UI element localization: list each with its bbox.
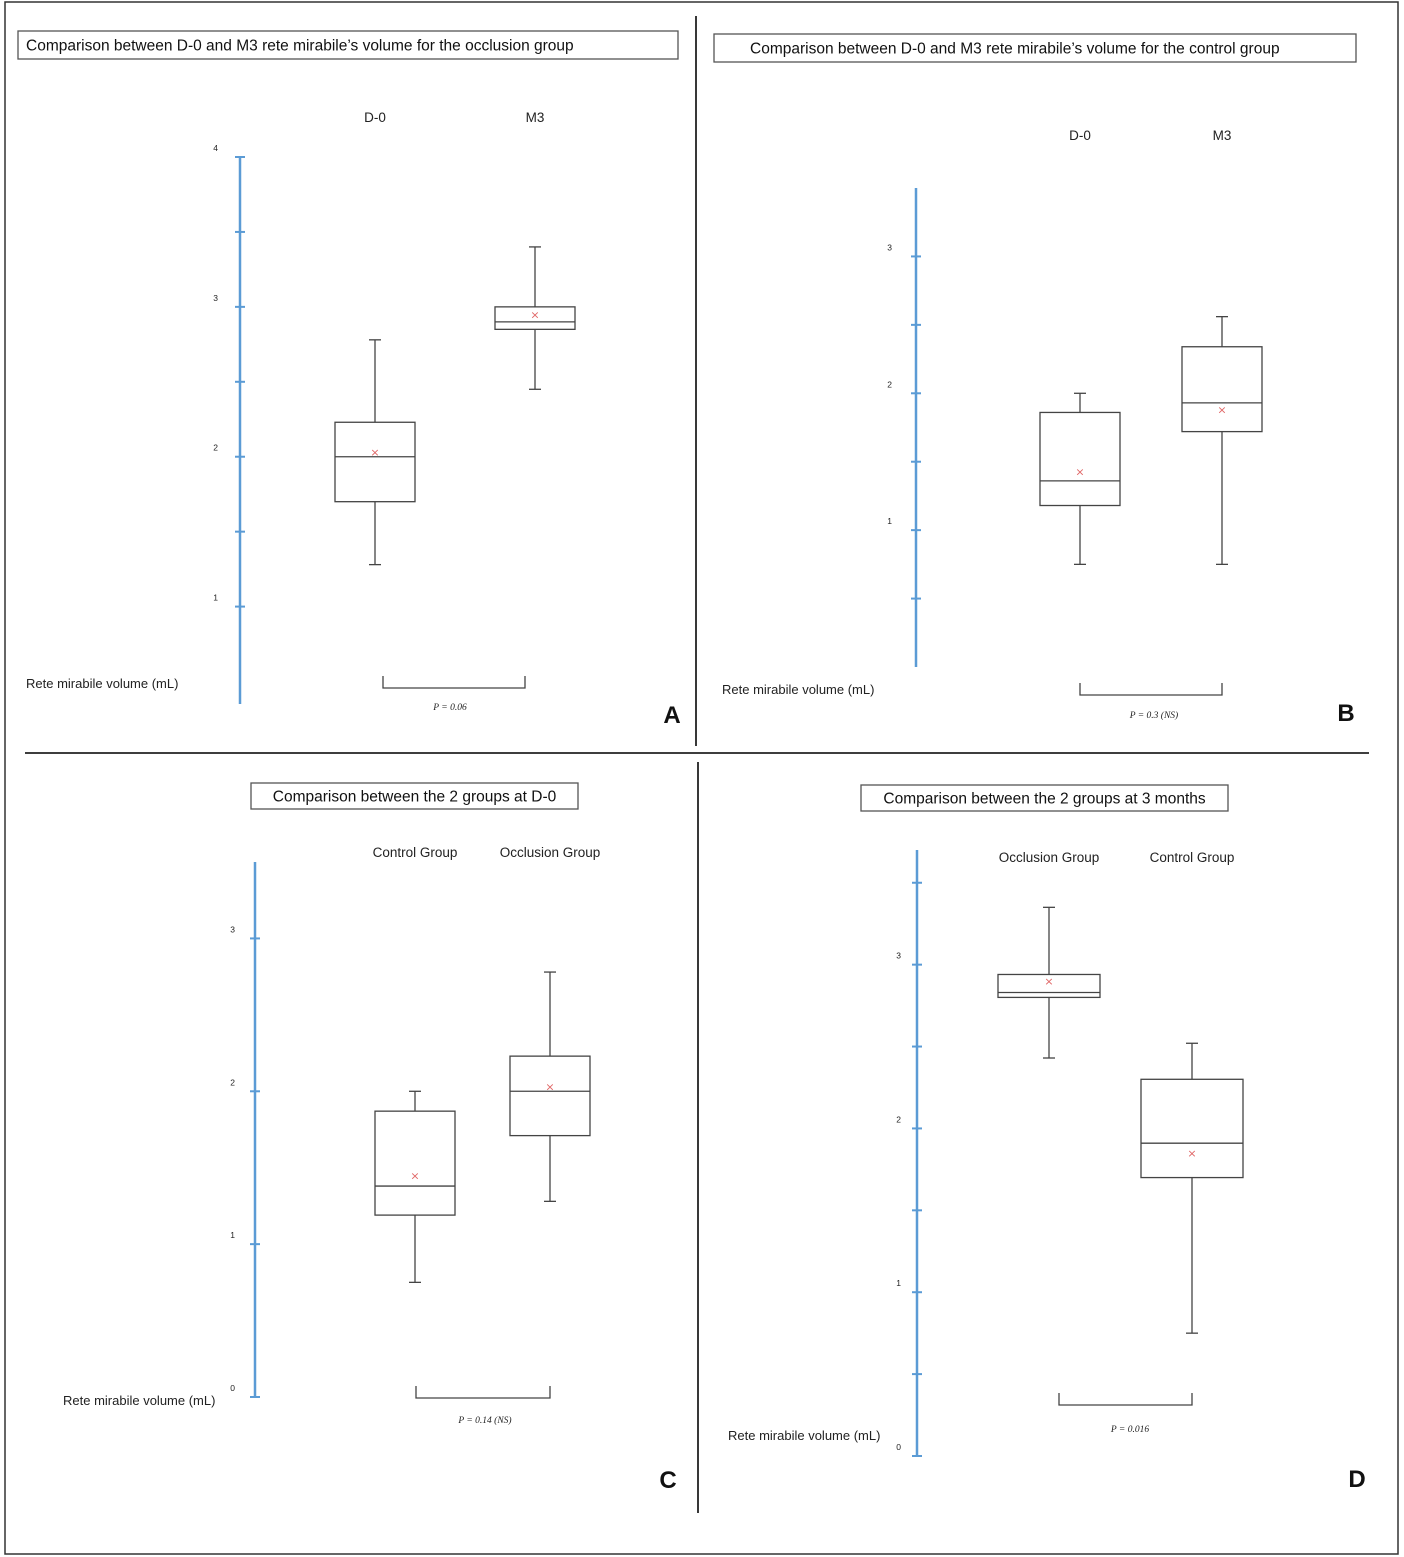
y-tick-label: 2: [213, 443, 218, 453]
significance-bracket: [382, 676, 526, 689]
y-tick-label: 3: [887, 242, 892, 252]
p-value-label: P = 0.3 (NS): [1129, 710, 1178, 721]
p-value-label: P = 0.016: [1110, 1425, 1149, 1435]
y-axis-label: Rete mirabile volume (mL): [63, 1393, 215, 1408]
box-iqr: [1039, 411, 1121, 507]
mean-marker: ×: [410, 1169, 419, 1182]
panel-letter: B: [1337, 700, 1354, 727]
panel-d: Comparison between the 2 groups at 3 mon…: [728, 784, 1366, 1493]
panel-letter: C: [659, 1467, 676, 1494]
y-tick-label: 2: [887, 379, 892, 389]
p-value-label: P = 0.06: [432, 703, 467, 713]
mean-marker: ×: [530, 308, 539, 321]
y-tick-label: 2: [230, 1077, 235, 1087]
panel-letter: A: [663, 702, 680, 729]
chart-title-box: [17, 30, 679, 60]
p-value-label: P = 0.14 (NS): [457, 1415, 511, 1426]
box-iqr: [374, 1110, 456, 1216]
box-iqr: [334, 421, 416, 503]
y-tick-label: 3: [230, 924, 235, 934]
box-iqr: [1140, 1078, 1244, 1179]
y-tick-label: 0: [896, 1442, 901, 1452]
panel-a: Comparison between D-0 and M3 rete mirab…: [17, 30, 681, 729]
chart-title: Comparison between D-0 and M3 rete mirab…: [26, 38, 574, 55]
chart-title: Comparison between the 2 groups at D-0: [273, 789, 557, 806]
chart-title-box: [713, 33, 1357, 63]
significance-bracket: [1079, 683, 1223, 696]
category-label: Control Group: [373, 845, 458, 860]
y-tick-label: 0: [230, 1383, 235, 1393]
y-tick-label: 1: [887, 516, 892, 526]
significance-bracket: [1058, 1393, 1193, 1406]
panel-letter: D: [1348, 1466, 1365, 1493]
y-tick-label: 1: [213, 593, 218, 603]
category-label: M3: [1213, 128, 1232, 143]
panel-b: Comparison between D-0 and M3 rete mirab…: [713, 33, 1357, 727]
box-iqr: [494, 306, 576, 330]
y-tick-label: 1: [896, 1278, 901, 1288]
mean-marker: ×: [1044, 975, 1053, 988]
y-tick-label: 1: [230, 1230, 235, 1240]
panel-c: Comparison between the 2 groups at D-0 0 1…: [63, 782, 677, 1494]
y-tick-label: 3: [213, 293, 218, 303]
chart-title: Comparison between the 2 groups at 3 mon…: [883, 791, 1205, 808]
mean-marker: ×: [545, 1081, 554, 1094]
y-tick-label: 4: [213, 143, 218, 153]
mean-marker: ×: [1075, 465, 1084, 478]
box-iqr: [509, 1055, 591, 1137]
y-axis-label: Rete mirabile volume (mL): [728, 1428, 880, 1443]
y-tick-label: 3: [896, 951, 901, 961]
figure-frame: [4, 1, 1399, 1555]
y-axis-label: Rete mirabile volume (mL): [722, 682, 874, 697]
chart-title-box: [250, 782, 579, 810]
mean-marker: ×: [370, 446, 379, 459]
category-label: M3: [526, 110, 545, 125]
box-iqr: [997, 973, 1101, 999]
significance-bracket: [415, 1386, 551, 1399]
category-label: Occlusion Group: [500, 845, 601, 860]
chart-title-box: [860, 784, 1229, 812]
category-label: D-0: [1069, 128, 1091, 143]
y-axis-label: Rete mirabile volume (mL): [26, 676, 178, 691]
y-tick-label: 2: [896, 1114, 901, 1124]
category-label: Occlusion Group: [999, 850, 1100, 865]
mean-marker: ×: [1217, 404, 1226, 417]
mean-marker: ×: [1187, 1147, 1196, 1160]
category-label: D-0: [364, 110, 386, 125]
category-label: Control Group: [1150, 850, 1235, 865]
box-iqr: [1181, 346, 1263, 433]
chart-title: Comparison between D-0 and M3 rete mirab…: [750, 41, 1280, 58]
